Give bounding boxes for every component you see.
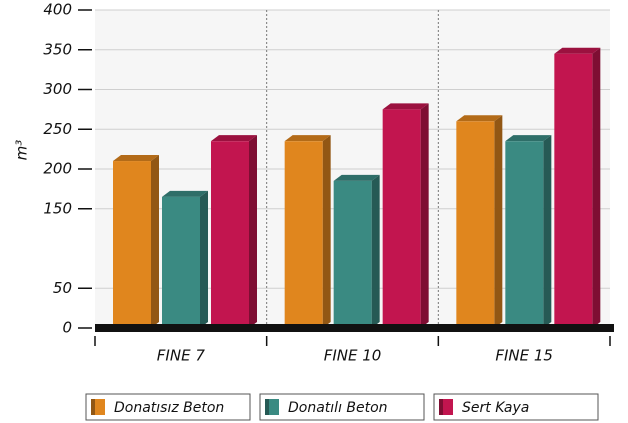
- bar-side: [322, 135, 331, 328]
- bar-top: [113, 155, 159, 162]
- bar-top: [284, 135, 331, 142]
- y-tick-label: 200: [43, 160, 72, 178]
- bar-top: [456, 115, 503, 122]
- legend-label: Donatısız Beton: [114, 400, 224, 416]
- bar-top: [554, 47, 601, 54]
- bar-side: [151, 155, 159, 328]
- bar-top: [333, 174, 380, 181]
- floor: [95, 324, 614, 332]
- y-tick-label: 150: [43, 199, 72, 217]
- bar: [211, 141, 249, 328]
- bar: [162, 196, 200, 328]
- bar-side: [543, 135, 552, 328]
- y-tick-label: 50: [53, 279, 72, 297]
- x-tick-label: FINE 15: [495, 347, 553, 365]
- x-tick-label: FINE 7: [157, 347, 206, 365]
- bar-top: [382, 103, 429, 110]
- y-tick-label: 300: [43, 80, 72, 98]
- legend-label: Sert Kaya: [462, 400, 529, 416]
- legend-box: [433, 393, 599, 421]
- bar: [113, 161, 151, 328]
- bar: [554, 53, 593, 328]
- y-tick-label: 250: [43, 120, 72, 138]
- y-axis-label: m³: [13, 140, 31, 161]
- legend-label: Donatılı Beton: [288, 400, 388, 416]
- legend-swatch-side: [265, 399, 269, 415]
- y-tick-label: 0: [62, 319, 72, 337]
- bar: [456, 121, 495, 328]
- bar-side: [371, 174, 380, 328]
- bar-side: [200, 190, 208, 328]
- bar-side: [249, 135, 257, 328]
- bar-side: [420, 103, 429, 328]
- y-tick-label: 400: [43, 1, 72, 19]
- bar-side: [494, 115, 503, 328]
- legend-swatch-side: [91, 399, 95, 415]
- bar-top: [162, 190, 208, 197]
- x-tick-label: FINE 10: [324, 347, 382, 365]
- y-tick-label: 350: [43, 40, 72, 58]
- bar-top: [505, 135, 552, 142]
- legend-box: [85, 393, 251, 421]
- legend-swatch-side: [439, 399, 443, 415]
- bar: [333, 180, 372, 328]
- legend-box: [259, 393, 425, 421]
- bar-top: [211, 135, 257, 142]
- bar-side: [592, 47, 601, 328]
- bar: [382, 109, 421, 328]
- bar: [505, 141, 544, 328]
- bar: [284, 141, 323, 328]
